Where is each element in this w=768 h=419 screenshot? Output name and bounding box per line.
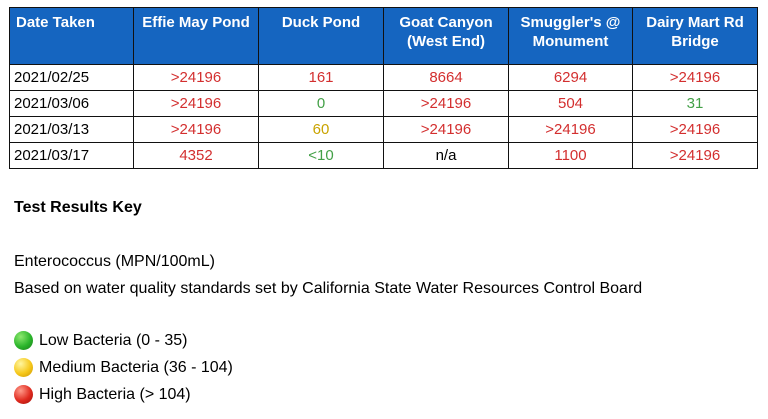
legend-label: Medium Bacteria (36 - 104) — [39, 358, 233, 376]
result-cell: 504 — [508, 90, 633, 117]
result-cell: 161 — [258, 64, 384, 91]
results-table: Date Taken Effie May Pond Duck Pond Goat… — [9, 7, 758, 169]
legend-item-high: High Bacteria (> 104) — [14, 385, 191, 404]
result-cell: >24196 — [133, 64, 259, 91]
red-circle-icon — [14, 385, 33, 404]
result-cell: >24196 — [632, 116, 758, 143]
table-header-row: Date Taken Effie May Pond Duck Pond Goat… — [9, 7, 758, 65]
header-goat-canyon: Goat Canyon (West End) — [383, 7, 509, 65]
header-smugglers-monument: Smuggler's @ Monument — [508, 7, 633, 65]
result-cell: >24196 — [133, 90, 259, 117]
result-cell: 31 — [632, 90, 758, 117]
yellow-circle-icon — [14, 358, 33, 377]
header-duck-pond: Duck Pond — [258, 7, 384, 65]
result-cell: >24196 — [632, 142, 758, 169]
table-row: 2021/02/25 >24196 161 8664 6294 >24196 — [9, 64, 758, 91]
green-circle-icon — [14, 331, 33, 350]
result-cell: >24196 — [632, 64, 758, 91]
date-cell: 2021/03/17 — [9, 142, 134, 169]
table-row: 2021/03/13 >24196 60 >24196 >24196 >2419… — [9, 116, 758, 143]
header-date-taken: Date Taken — [9, 7, 134, 65]
table-row: 2021/03/06 >24196 0 >24196 504 31 — [9, 90, 758, 117]
result-cell: 4352 — [133, 142, 259, 169]
header-effie-may-pond: Effie May Pond — [133, 7, 259, 65]
result-cell: >24196 — [383, 116, 509, 143]
standards-line: Based on water quality standards set by … — [14, 280, 643, 297]
unit-line: Enterococcus (MPN/100mL) — [14, 253, 215, 270]
result-cell: >24196 — [133, 116, 259, 143]
result-cell: >24196 — [508, 116, 633, 143]
result-cell: 6294 — [508, 64, 633, 91]
date-cell: 2021/02/25 — [9, 64, 134, 91]
legend-item-low: Low Bacteria (0 - 35) — [14, 331, 188, 350]
legend-label: High Bacteria (> 104) — [39, 385, 191, 403]
date-cell: 2021/03/06 — [9, 90, 134, 117]
header-dairy-mart-rd-bridge: Dairy Mart Rd Bridge — [632, 7, 758, 65]
result-cell: <10 — [258, 142, 384, 169]
result-cell: >24196 — [383, 90, 509, 117]
legend-label: Low Bacteria (0 - 35) — [39, 331, 188, 349]
result-cell: 8664 — [383, 64, 509, 91]
result-cell: 0 — [258, 90, 384, 117]
result-cell: n/a — [383, 142, 509, 169]
legend-item-medium: Medium Bacteria (36 - 104) — [14, 358, 233, 377]
result-cell: 1100 — [508, 142, 633, 169]
table-row: 2021/03/17 4352 <10 n/a 1100 >24196 — [9, 142, 758, 169]
key-title: Test Results Key — [14, 199, 142, 216]
result-cell: 60 — [258, 116, 384, 143]
date-cell: 2021/03/13 — [9, 116, 134, 143]
